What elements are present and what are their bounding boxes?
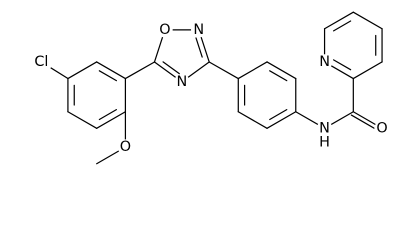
bond (352, 11, 383, 30)
bond (332, 20, 352, 32)
bond (269, 109, 288, 121)
bond (332, 59, 352, 71)
bond (266, 61, 297, 80)
bond (269, 70, 288, 82)
bond (352, 61, 383, 80)
label-backdrop (191, 22, 207, 38)
bonds (40, 11, 383, 165)
atom-label: H (319, 135, 330, 151)
bond (195, 37, 203, 58)
bond (98, 109, 117, 121)
label-backdrop (374, 120, 390, 137)
bond (162, 61, 180, 75)
bond (67, 111, 98, 129)
bond (266, 111, 297, 129)
atom-label: N (319, 120, 330, 136)
bond (237, 61, 268, 80)
bond (67, 61, 98, 80)
atom-label: O (376, 120, 387, 136)
bond (237, 111, 268, 129)
label-backdrop (316, 134, 333, 151)
label-backdrop (157, 22, 173, 38)
label-backdrop (30, 50, 53, 74)
label-backdrop (316, 120, 333, 137)
bond (124, 61, 156, 80)
label-backdrop (117, 139, 134, 155)
label-backdrop (174, 74, 190, 90)
bond (323, 11, 354, 30)
label-backdrop (316, 54, 333, 70)
atom-label: N (319, 54, 330, 70)
atom-label: Cl (34, 54, 48, 70)
bond (96, 111, 127, 129)
bond (208, 61, 239, 80)
bond (96, 61, 127, 80)
bond (98, 70, 117, 82)
atom-label: O (159, 22, 170, 38)
atom-label: N (193, 22, 204, 38)
atom-label: O (120, 139, 131, 155)
atom-label: N (176, 74, 187, 90)
